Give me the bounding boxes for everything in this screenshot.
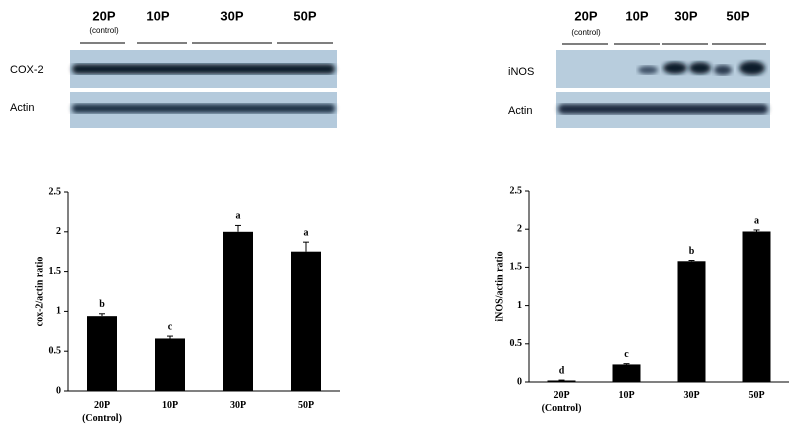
x-tick-label: 20P (Control)	[82, 400, 122, 424]
row-label: iNOS	[508, 66, 534, 78]
bar-annotation: c	[168, 321, 173, 332]
bar	[155, 338, 185, 391]
lane-label: 20P	[574, 8, 597, 23]
bar	[291, 251, 321, 391]
x-tick-label: 50P	[297, 400, 315, 411]
bar-annotation: d	[559, 365, 565, 376]
blot-band	[72, 64, 335, 74]
lane-label: 10P	[625, 8, 648, 23]
y-tick-label: 0	[56, 385, 61, 396]
bar-annotation: b	[689, 246, 695, 257]
bar	[677, 261, 706, 382]
blot-left: 20P 10P 30P 50P (control) COX-2 Actin	[10, 8, 337, 128]
bar-annotation: c	[624, 349, 629, 360]
blot-panel	[556, 50, 770, 88]
lane-label: 30P	[674, 8, 697, 23]
bar	[223, 231, 253, 391]
bar-annotation: b	[99, 299, 105, 310]
y-tick-label: 1.5	[510, 262, 523, 273]
lane-label: 30P	[220, 8, 243, 23]
y-tick-label: 2.5	[49, 186, 62, 197]
blot-band	[638, 66, 658, 74]
y-tick-label: 2	[517, 223, 522, 234]
y-tick-label: 1	[517, 300, 522, 311]
y-axis-label: cox-2/actin ratio	[34, 257, 45, 327]
y-tick-label: 0.5	[49, 345, 62, 356]
bar-annotation: a	[754, 215, 759, 226]
lane-label: 50P	[726, 8, 749, 23]
lane-sublabel: (control)	[89, 26, 119, 35]
bar	[547, 380, 576, 382]
bar	[612, 364, 641, 382]
blot-band	[663, 62, 687, 74]
y-tick-label: 0.5	[510, 338, 523, 349]
blot-band	[558, 104, 768, 114]
row-label: Actin	[508, 105, 532, 117]
lane-sublabel: (control)	[571, 28, 601, 37]
blot-right: 20P 10P 30P 50P (control) iNOS Actin	[508, 8, 770, 128]
bar-annotation: a	[236, 211, 241, 222]
row-label: Actin	[10, 102, 34, 114]
lane-label: 20P	[92, 8, 115, 23]
blot-band	[739, 61, 765, 75]
blot-band	[689, 62, 711, 74]
lane-label: 10P	[146, 8, 169, 23]
y-tick-label: 0	[517, 376, 522, 387]
y-tick-label: 2	[56, 226, 61, 237]
x-tick-label: 30P	[683, 390, 700, 401]
y-tick-label: 1	[56, 306, 61, 317]
blot-band	[72, 104, 335, 113]
x-tick-label: 50P	[748, 390, 765, 401]
bar-annotation: a	[304, 227, 309, 238]
y-tick-label: 2.5	[510, 185, 523, 196]
x-tick-label: 10P	[161, 400, 179, 411]
bar	[742, 231, 771, 382]
x-tick-label: 30P	[229, 400, 247, 411]
x-tick-label: 20P (Control)	[541, 390, 582, 414]
lane-label: 50P	[293, 8, 316, 23]
bar	[87, 316, 117, 391]
blot-band	[714, 65, 732, 75]
x-tick-label: 10P	[618, 390, 635, 401]
y-axis-label: iNOS/actin ratio	[494, 251, 505, 321]
row-label: COX-2	[10, 64, 44, 76]
y-tick-label: 1.5	[49, 266, 62, 277]
